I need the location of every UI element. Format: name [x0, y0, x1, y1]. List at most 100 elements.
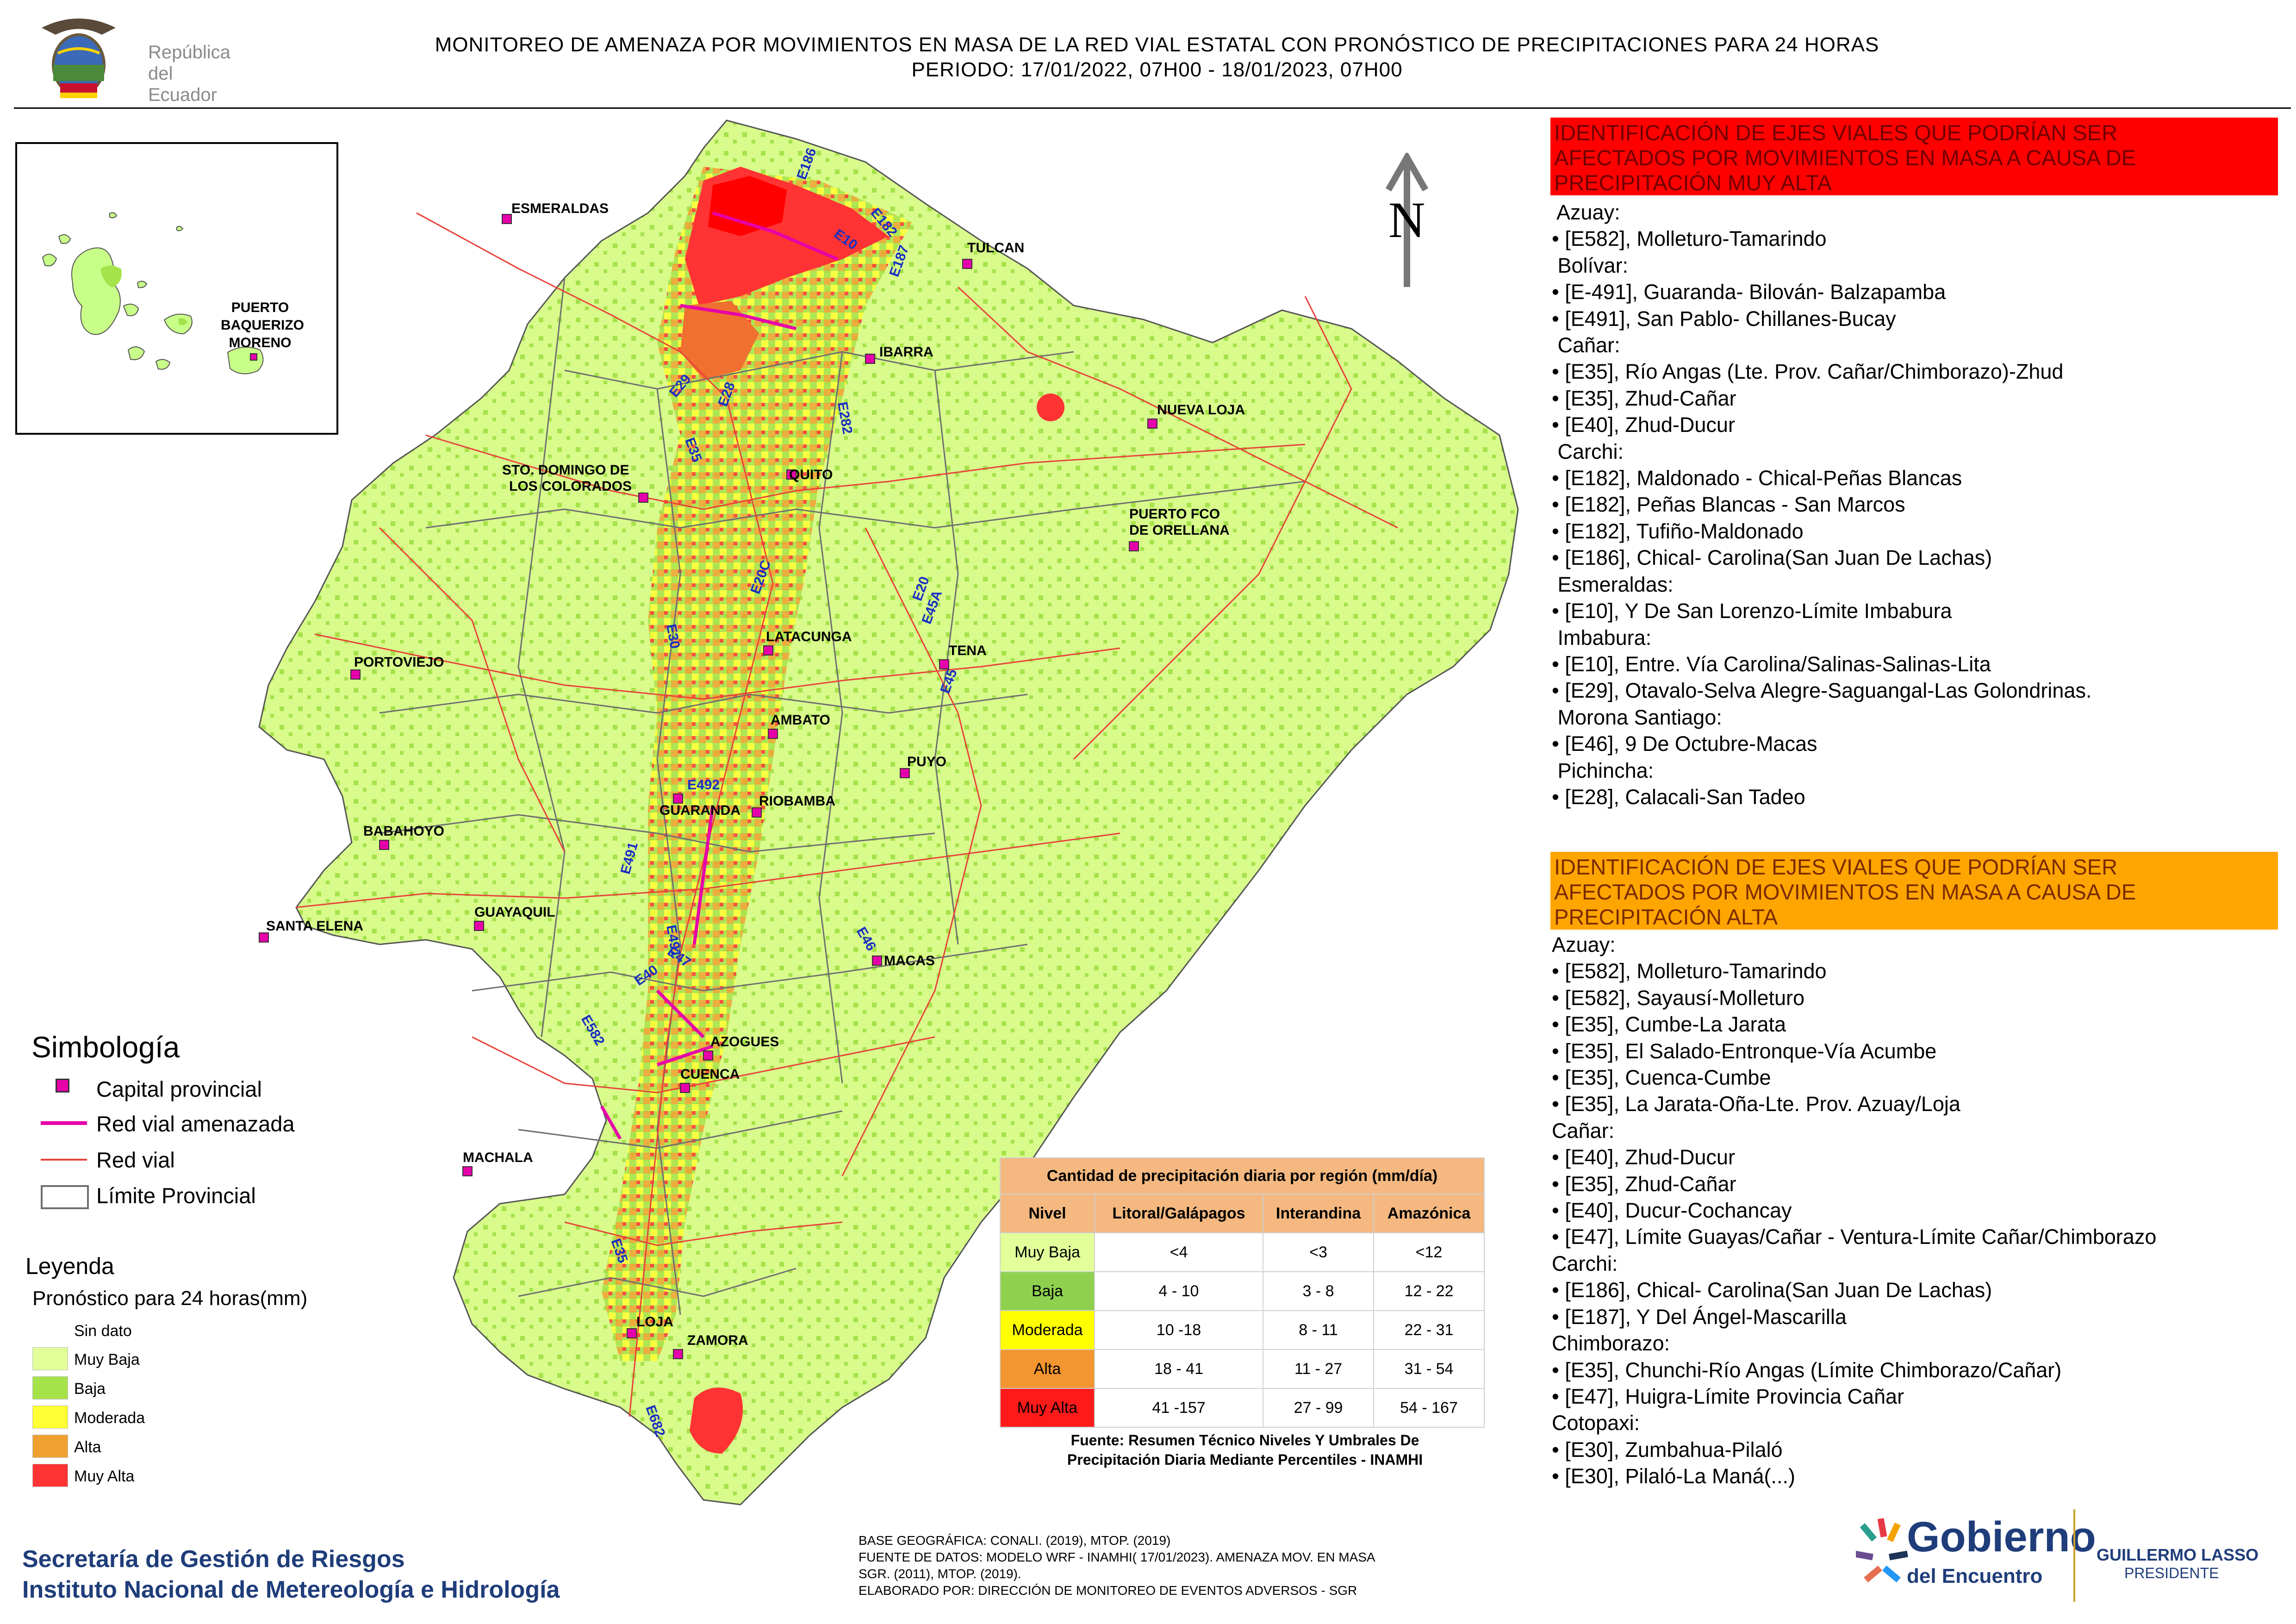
ecuador-mainland-map: ESMERALDAS TULCAN IBARRA NUEVA LOJA STO.…: [258, 119, 1519, 1505]
galapagos-inset-map: PUERTO BAQUERIZO MORENO: [15, 142, 338, 435]
legend-swatch-low: [32, 1376, 68, 1399]
road-list-item: • [E35], Cuenca-Cumbe: [1552, 1066, 1771, 1090]
city-label: LOS COLORADOS: [509, 479, 632, 494]
road-list-item: Imbabura:: [1552, 625, 1652, 650]
city-label: MACHALA: [463, 1150, 533, 1165]
road-list-item: Cañar:: [1552, 1118, 1615, 1143]
city-label: ZAMORA: [687, 1333, 748, 1348]
capital-marker-icon: [872, 956, 882, 966]
legend-swatch-moderate: [32, 1405, 68, 1429]
legend-label: Muy Baja: [74, 1351, 140, 1368]
city-label: AZOGUES: [710, 1034, 779, 1049]
table-row: Muy Baja <4 <3 <12: [1000, 1232, 1485, 1272]
legend-title: Leyenda: [25, 1253, 114, 1279]
capital-marker-icon: [474, 921, 484, 931]
threatened-roads: [600, 211, 839, 1140]
capital-marker-icon: [1129, 541, 1139, 551]
road-list-item: • [E28], Calacali-San Tadeo: [1552, 785, 1805, 809]
road-list-item: • [E182], Peñas Blancas - San Marcos: [1552, 493, 1905, 517]
legend-label: Moderada: [74, 1409, 145, 1427]
galapagos-islands: [42, 212, 264, 375]
threatened-road-swatch: [41, 1121, 87, 1125]
very-high-zone-south: [690, 1387, 743, 1454]
city-label: AMBATO: [771, 712, 830, 728]
logo-text-line1: República: [148, 42, 230, 62]
logo-text: República del Ecuador: [148, 42, 245, 106]
north-arrow: N: [1379, 150, 1435, 292]
table-row: Muy Alta 41 -157 27 - 99 54 - 167: [1000, 1388, 1485, 1428]
road-list-item: • [E187], Y Del Ángel-Mascarilla: [1552, 1305, 1847, 1329]
very-high-panel-header: IDENTIFICACIÓN DE EJES VIALES QUE PODRÍA…: [1550, 118, 2278, 195]
road-list-item: • [E491], San Pablo- Chillanes-Bucay: [1552, 306, 1896, 331]
road-list-item: • [E186], Chical- Carolina(San Juan De L…: [1552, 1278, 1992, 1302]
north-label: N: [1388, 192, 1425, 248]
road-list-item: • [E35], Chunchi-Río Angas (Límite Chimb…: [1552, 1358, 2062, 1382]
road-list-item: • [E-491], Guaranda- Bilován- Balzapamba: [1552, 280, 1946, 304]
gobierno-logo-text: Gobierno: [1907, 1513, 2096, 1561]
city-label: NUEVA LOJA: [1157, 402, 1245, 418]
legend-label: Alta: [74, 1438, 101, 1456]
road-list-item: • [E40], Ducur-Cochancay: [1552, 1199, 1792, 1223]
road-list-item: • [E582], Molleturo-Tamarindo: [1552, 959, 1827, 983]
symbology-item: Límite Provincial: [96, 1183, 256, 1208]
table-row: Baja 4 - 10 3 - 8 12 - 22: [1000, 1271, 1485, 1311]
capital-marker-icon: [1147, 418, 1157, 429]
city-label: MACAS: [884, 953, 935, 968]
legend-subtitle: Pronóstico para 24 horas(mm): [32, 1287, 308, 1310]
logo-text-line2: del Ecuador: [148, 63, 217, 105]
table-row: Alta 18 - 41 11 - 27 31 - 54: [1000, 1349, 1485, 1389]
road-list-item: • [E582], Sayausí-Molleturo: [1552, 986, 1805, 1010]
table-header: Amazónica: [1373, 1193, 1485, 1233]
city-label: PORTOVIEJO: [354, 655, 444, 670]
legend-swatch-high: [32, 1435, 68, 1458]
road-list-item: • [E30], Pilaló-La Maná(...): [1552, 1464, 1795, 1488]
capital-marker-icon: [379, 840, 389, 850]
road-list-item: • [E35], Zhud-Cañar: [1552, 1172, 1736, 1196]
capital-marker-icon: [627, 1328, 637, 1338]
road-label: E492: [687, 777, 720, 793]
capital-marker-icon: [250, 353, 257, 361]
very-high-roads-list: Azuay: • [E582], Molleturo-Tamarindo Bolí…: [1552, 199, 2292, 810]
road-list-item: Cañar:: [1552, 333, 1620, 357]
road-list-item: Azuay:: [1552, 933, 1616, 956]
road-list-item: Azuay:: [1552, 200, 1620, 224]
road-list-item: • [E10], Entre. Vía Carolina/Salinas-Sal…: [1552, 652, 1991, 676]
city-label: RIOBAMBA: [759, 793, 835, 809]
symbology-item: Red vial: [96, 1148, 175, 1172]
capital-marker-icon: [673, 1349, 683, 1359]
city-label: DE ORELLANA: [1129, 523, 1230, 538]
road-list-item: • [E47], Límite Guayas/Cañar - Ventura-L…: [1552, 1225, 2157, 1249]
capital-marker-icon: [502, 214, 512, 224]
capital-marker-icon: [786, 469, 796, 480]
road-list-item: • [E35], El Salado-Entronque-Vía Acumbe: [1552, 1039, 1937, 1063]
high-roads-list: Azuay: • [E582], Molleturo-Tamarindo • [E5…: [1552, 931, 2292, 1490]
road-list-item: Cotopaxi:: [1552, 1411, 1640, 1435]
capital-marker-icon: [768, 729, 778, 739]
city-label: TULCAN: [967, 240, 1024, 256]
provincial-boundary-swatch: [41, 1185, 89, 1209]
road-list-item: • [E35], Río Angas (Lte. Prov. Cañar/Chi…: [1552, 360, 2064, 384]
high-panel-header: IDENTIFICACIÓN DE EJES VIALES QUE PODRÍA…: [1550, 852, 2278, 930]
road-swatch: [41, 1159, 87, 1161]
road-list-item: • [E35], Cumbe-La Jarata: [1552, 1012, 1786, 1037]
road-list-item: • [E47], Huigra-Límite Provincia Cañar: [1552, 1384, 1904, 1408]
city-label: STO. DOMINGO DE: [502, 462, 629, 478]
road-list-item: Esmeraldas:: [1552, 572, 1674, 596]
legend-swatch-very-high: [32, 1464, 68, 1487]
table-header: Litoral/Galápagos: [1094, 1193, 1263, 1233]
capital-marker-icon: [350, 669, 361, 680]
capital-marker-icon: [939, 659, 949, 669]
president-name: GUILLERMO LASSO: [2097, 1545, 2259, 1564]
capital-marker-icon: [763, 645, 773, 656]
road-list-item: • [E46], 9 De Octubre-Macas: [1552, 732, 1817, 756]
north-arrow-icon: [1385, 150, 1429, 287]
credits: BASE GEOGRÁFICA: CONALI. (2019), MTOP. (…: [859, 1533, 1375, 1598]
road-list-item: Carchi:: [1552, 439, 1624, 463]
inset-city-label: PUERTO BAQUERIZO MORENO: [221, 300, 304, 350]
ecuador-coat-of-arms-logo: República del Ecuador: [32, 9, 245, 105]
city-label: ESMERALDAS: [511, 201, 609, 216]
road-list-item: Chimborazo:: [1552, 1331, 1670, 1355]
president-block: GUILLERMO LASSO PRESIDENTE: [2078, 1508, 2286, 1601]
president-title: PRESIDENTE: [2124, 1565, 2219, 1581]
gobierno-logo-icon: [1856, 1518, 1908, 1583]
